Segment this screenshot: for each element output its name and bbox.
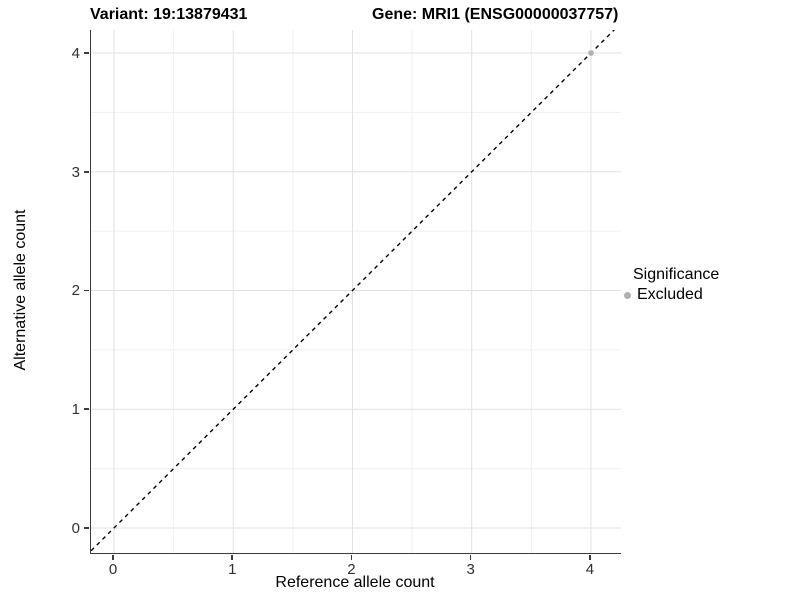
y-tick-label: 3 <box>71 163 80 181</box>
x-tick-label: 3 <box>466 561 475 578</box>
legend: Significance Excluded <box>624 266 719 304</box>
y-tick-mark <box>83 171 89 173</box>
x-tick-label: 2 <box>347 561 356 578</box>
plot-area-svg <box>91 30 621 553</box>
plot-title-variant: Variant: 19:13879431 <box>90 6 248 23</box>
x-tick-mark <box>350 554 353 560</box>
x-tick-label: 1 <box>228 561 237 578</box>
identity-reference-line <box>91 30 616 552</box>
x-tick-label: 4 <box>585 561 595 578</box>
y-tick-mark <box>83 527 89 529</box>
plot-title-gene: Gene: MRI1 (ENSG00000037757) <box>372 6 619 23</box>
y-tick-label: 1 <box>71 401 80 419</box>
legend-entry-label: Excluded <box>637 286 703 303</box>
x-tick-mark <box>589 554 591 560</box>
x-axis-label-text: Reference allele count <box>275 574 435 591</box>
data-point-excluded <box>588 50 594 56</box>
legend-entry-excluded: Excluded <box>624 286 719 304</box>
x-tick-mark <box>231 554 233 560</box>
y-tick-label: 2 <box>71 282 80 300</box>
x-tick-mark <box>112 554 114 560</box>
y-tick-label: 0 <box>71 519 80 537</box>
x-tick-mark <box>469 554 472 560</box>
y-tick-mark <box>83 52 89 54</box>
y-tick-mark <box>83 289 89 292</box>
y-tick-label: 4 <box>71 45 80 63</box>
y-tick-mark <box>83 408 89 410</box>
y-axis-label: Alternative allele count <box>12 209 29 371</box>
plot-panel <box>90 30 621 554</box>
x-tick-label: 0 <box>108 561 118 578</box>
legend-title: Significance <box>633 266 720 283</box>
legend-dot-icon <box>624 291 631 299</box>
